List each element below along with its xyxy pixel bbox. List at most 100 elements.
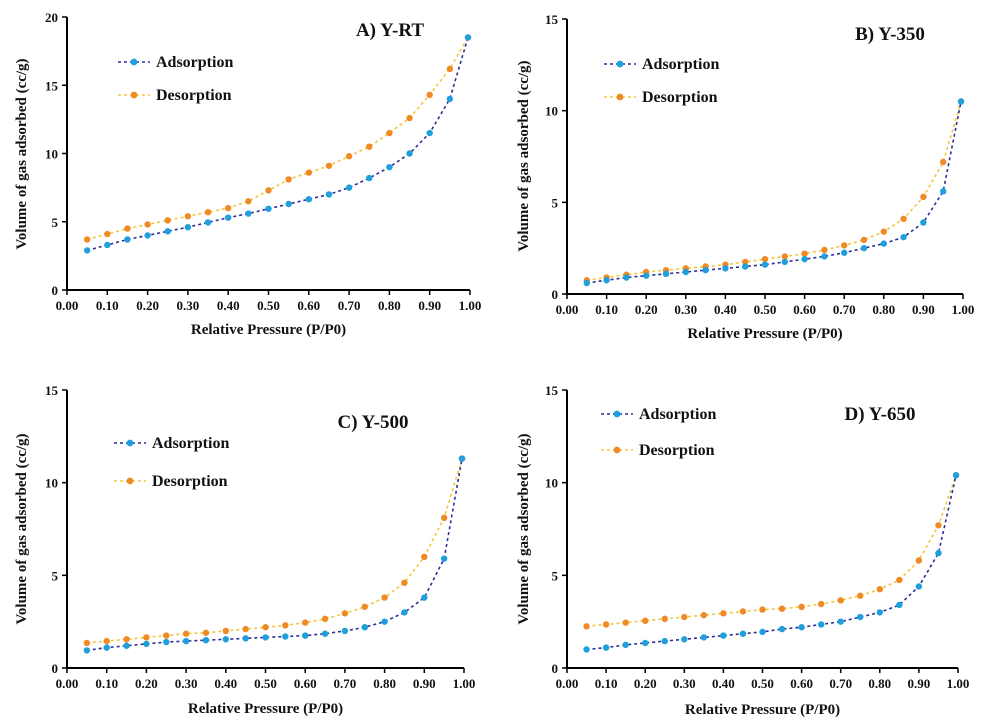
desorption-data-point [681,613,688,621]
desorption-data-point [720,610,727,617]
panel-title: B) Y-350 [855,24,925,45]
desorption-data-point [164,217,171,224]
y-tick-label: 0 [552,661,559,676]
desorption-data-point [406,114,413,122]
adsorption-data-point [798,624,805,631]
adsorption-series-line [86,37,469,252]
x-tick-label: 0.40 [714,302,737,317]
desorption-data-point [759,606,766,613]
adsorption-data-point [440,555,448,562]
desorption-legend-label: Desorption [156,87,232,104]
adsorption-data-point [184,224,192,231]
desorption-data-point [225,204,232,212]
x-tick-label: 0.50 [754,302,777,317]
x-tick-label: 0.30 [175,676,198,691]
desorption-data-point [341,610,349,617]
adsorption-data-point [781,258,788,266]
adsorption-data-point [602,644,610,651]
x-tick-label: 0.20 [634,676,657,691]
x-tick-label: 0.20 [136,298,159,313]
desorption-data-point [920,193,927,201]
desorption-legend-label: Desorption [639,442,715,459]
x-axis-title: Relative Pressure (P/P0) [685,702,840,718]
x-tick-label: 0.90 [413,676,436,691]
y-tick-label: 20 [45,10,58,25]
adsorption-data-point [321,630,329,637]
y-tick-label: 5 [52,215,59,230]
desorption-data-point [282,622,289,629]
desorption-series-line [86,37,469,241]
desorption-legend-marker [130,91,138,99]
y-axis-title: Volume of gas adsorbed (cc/g) [14,433,30,624]
adsorption-data-point [720,632,727,639]
y-tick-label: 15 [545,383,559,398]
desorption-data-point [900,215,907,223]
adsorption-data-point [446,95,454,103]
adsorption-data-point [622,641,629,649]
desorption-data-point [781,253,788,260]
desorption-data-point [602,621,610,628]
x-tick-label: 0.40 [712,676,735,691]
adsorption-data-point [421,594,428,601]
y-tick-label: 5 [552,195,559,210]
desorption-legend-label: Desorption [152,473,228,490]
desorption-data-point [144,221,151,228]
desorption-data-point [83,639,91,647]
adsorption-data-point [265,205,272,212]
x-tick-label: 0.70 [829,676,852,691]
y-axis-title: Volume of gas adsorbed (cc/g) [516,60,532,251]
adsorption-data-point [386,163,393,171]
adsorption-data-point [245,210,252,217]
desorption-data-point [896,576,903,584]
desorption-data-point [285,176,292,183]
adsorption-data-point [366,174,373,182]
x-tick-label: 0.00 [556,302,579,317]
adsorption-data-point [915,583,923,590]
adsorption-series-line [586,475,957,651]
adsorption-data-point [341,627,349,635]
adsorption-data-point [164,228,171,235]
desorption-legend-marker [126,477,134,485]
adsorption-data-point [163,638,170,646]
adsorption-data-point [778,625,786,633]
desorption-data-point [143,634,150,641]
y-tick-label: 5 [552,568,559,583]
adsorption-data-point [325,191,333,198]
adsorption-legend-marker [126,439,134,447]
adsorption-data-point [305,196,312,203]
adsorption-data-point [401,609,408,616]
adsorption-data-point [623,274,630,281]
adsorption-data-point [876,609,883,616]
x-tick-label: 0.60 [790,676,813,691]
adsorption-data-point [104,241,111,249]
desorption-data-point [935,522,942,529]
adsorption-legend-marker [616,60,624,68]
adsorption-data-point [426,129,433,137]
x-tick-label: 0.10 [595,676,618,691]
y-tick-label: 10 [45,147,58,162]
desorption-data-point [841,242,848,249]
y-tick-label: 10 [545,104,558,119]
desorption-data-point [940,158,947,166]
adsorption-data-point [957,98,965,105]
desorption-data-point [204,208,212,216]
x-tick-label: 0.40 [217,298,240,313]
adsorption-data-point [742,263,749,270]
desorption-data-point [700,611,708,619]
desorption-data-point [103,637,110,645]
desorption-data-point [245,198,252,205]
adsorption-data-point [739,630,747,637]
y-tick-label: 10 [45,476,58,491]
x-tick-label: 0.70 [334,676,357,691]
desorption-data-point [345,153,353,160]
desorption-data-point [821,246,828,254]
adsorption-data-point [123,642,130,649]
adsorption-data-point [583,646,590,653]
adsorption-data-point [282,633,289,640]
adsorption-data-point [860,244,868,252]
adsorption-data-point [643,272,650,279]
adsorption-data-point [202,637,210,644]
adsorption-data-point [681,636,688,643]
adsorption-legend-label: Adsorption [642,56,719,73]
adsorption-legend-marker [613,410,621,418]
